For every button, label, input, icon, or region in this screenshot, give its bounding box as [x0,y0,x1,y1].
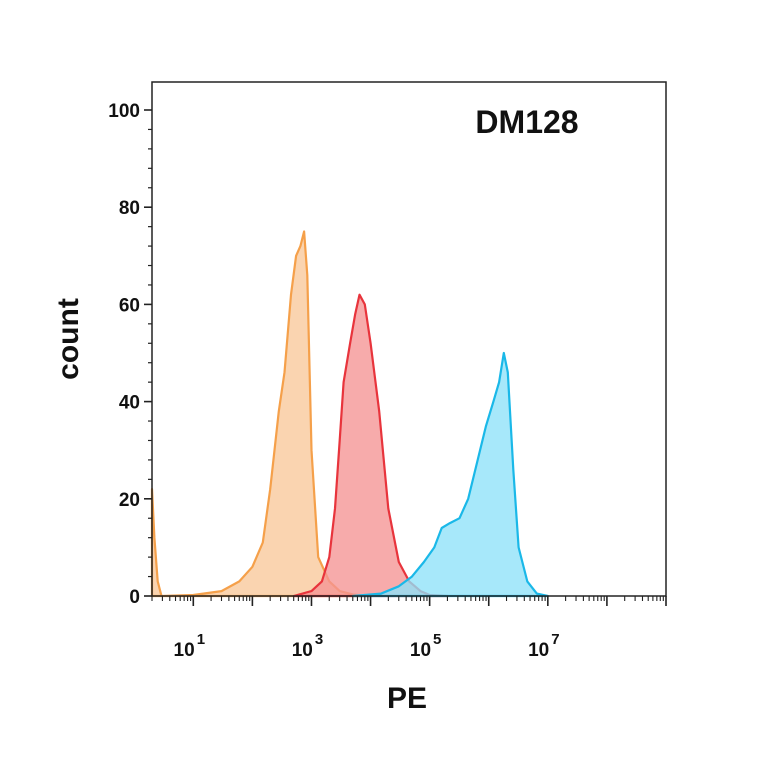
y-tick-label: 60 [119,295,140,316]
histogram-series-3 [351,351,549,598]
y-tick-label: 40 [119,393,140,414]
y-tick-label: 20 [119,490,140,511]
y-axis-title: count [52,298,85,380]
x-axis-title: PE [387,682,427,715]
y-tick-label: 0 [129,587,140,608]
x-tick-label: 105 [410,631,441,661]
y-tick-label: 100 [108,101,140,122]
y-tick-label: 80 [119,198,140,219]
chart-title: DM128 [475,104,578,140]
x-tick-label: 101 [174,631,205,661]
series-layer [150,230,549,598]
x-tick-label: 103 [292,631,323,661]
y-axis: 0 20 40 60 80 100 [108,101,152,608]
x-axis: 101 103 105 107 [151,596,667,661]
histogram-series-4 [150,488,163,598]
x-tick-label: 107 [528,631,559,661]
plot-frame [151,81,667,597]
